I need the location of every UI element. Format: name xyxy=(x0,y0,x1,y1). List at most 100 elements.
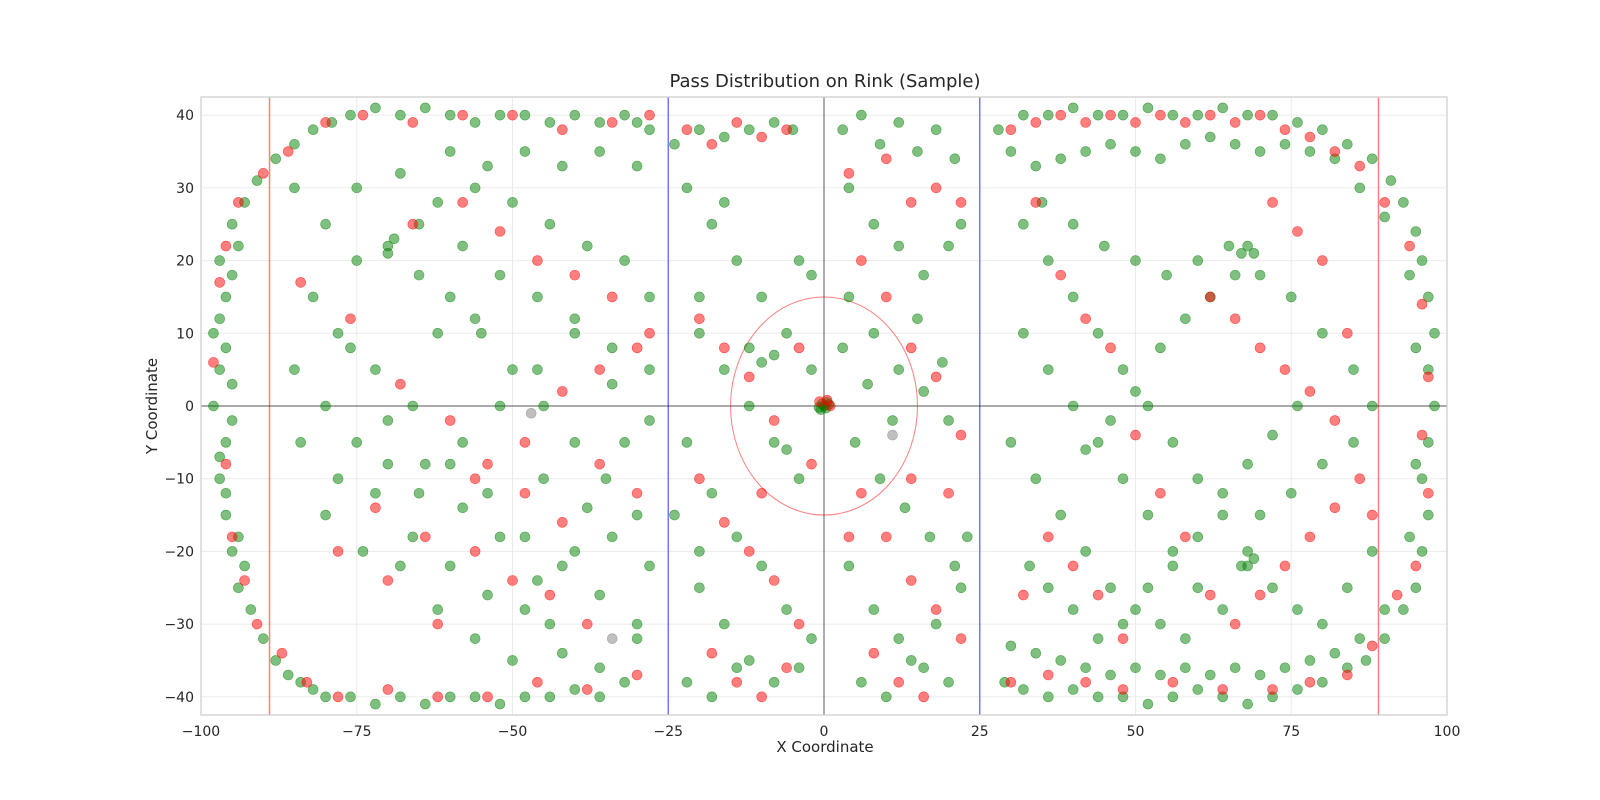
data-point-successful xyxy=(444,109,456,121)
data-point-unsuccessful xyxy=(1105,109,1116,121)
data-point-successful xyxy=(1366,400,1378,412)
data-point-unsuccessful xyxy=(955,633,967,644)
data-point-unsuccessful xyxy=(843,168,855,179)
data-point-successful xyxy=(1080,444,1091,455)
data-point-successful xyxy=(457,240,468,252)
data-point-successful xyxy=(1416,255,1428,266)
data-point-unsuccessful xyxy=(382,684,394,695)
data-point-unsuccessful xyxy=(806,458,817,470)
data-point-successful xyxy=(1192,109,1204,121)
data-point-successful xyxy=(1342,582,1353,594)
data-point-unsuccessful xyxy=(295,277,306,288)
data-point-successful xyxy=(949,153,961,165)
data-point-successful xyxy=(494,109,506,121)
data-point-successful xyxy=(1242,109,1253,121)
data-point-successful xyxy=(444,691,456,703)
data-point-successful xyxy=(1204,131,1216,143)
data-point-successful xyxy=(1304,146,1316,157)
data-point-successful xyxy=(1192,582,1204,594)
data-point-successful xyxy=(538,473,549,485)
data-point-successful xyxy=(1379,211,1390,223)
data-point-successful xyxy=(419,698,431,710)
data-point-successful xyxy=(949,560,961,572)
data-point-successful xyxy=(1005,437,1017,448)
data-point-successful xyxy=(669,509,680,521)
data-point-successful xyxy=(756,291,768,303)
data-point-successful xyxy=(943,676,954,688)
data-point-unsuccessful xyxy=(457,197,468,208)
data-point-successful xyxy=(220,437,232,448)
y-tick-label: 10 xyxy=(176,326,194,342)
data-point-unsuccessful xyxy=(706,647,718,659)
y-tick-label: −40 xyxy=(164,690,194,706)
data-point-successful xyxy=(937,357,948,368)
data-point-successful xyxy=(239,560,250,572)
data-point-unsuccessful xyxy=(793,342,805,354)
data-point-unsuccessful xyxy=(719,342,730,354)
data-point-successful xyxy=(856,676,867,688)
data-point-unsuccessful xyxy=(1130,429,1141,441)
data-point-unsuccessful xyxy=(1354,473,1366,485)
data-point-unsuccessful xyxy=(1279,124,1291,136)
data-point-unsuccessful xyxy=(1342,669,1353,681)
data-point-successful xyxy=(743,342,755,354)
data-point-successful xyxy=(233,582,244,594)
data-point-successful xyxy=(1180,662,1191,674)
data-point-successful xyxy=(768,437,780,448)
data-point-successful xyxy=(1329,647,1341,659)
data-point-successful xyxy=(1292,604,1303,615)
data-point-successful xyxy=(849,437,861,448)
data-point-unsuccessful xyxy=(1167,676,1179,688)
data-point-unsuccessful xyxy=(681,124,693,136)
data-point-successful xyxy=(507,655,518,666)
data-point-successful xyxy=(1217,102,1229,114)
data-point-successful xyxy=(880,691,892,703)
data-point-successful xyxy=(912,313,923,325)
data-point-successful xyxy=(307,291,319,303)
data-point-successful xyxy=(320,509,331,521)
data-point-unsuccessful xyxy=(482,691,493,703)
data-point-successful xyxy=(345,109,356,121)
data-point-unsuccessful xyxy=(918,691,929,703)
data-point-successful xyxy=(918,662,929,674)
data-point-successful xyxy=(1024,560,1035,572)
data-point-successful xyxy=(544,618,556,630)
data-point-unsuccessful xyxy=(581,618,593,630)
data-point-successful xyxy=(1042,691,1054,703)
data-point-successful xyxy=(395,691,406,703)
data-point-successful xyxy=(1192,473,1204,485)
data-point-successful xyxy=(719,197,730,208)
data-point-unsuccessful xyxy=(220,240,232,252)
data-point-successful xyxy=(918,386,929,397)
data-point-unsuccessful xyxy=(220,458,232,470)
data-point-successful xyxy=(1254,269,1266,281)
data-point-successful xyxy=(874,473,886,485)
data-point-successful xyxy=(600,473,612,485)
data-point-successful xyxy=(1360,655,1372,666)
data-point-successful xyxy=(768,349,780,361)
data-point-unsuccessful xyxy=(301,676,313,688)
data-point-successful xyxy=(1423,437,1434,448)
data-point-successful xyxy=(768,117,780,128)
data-point-successful xyxy=(1105,138,1116,150)
data-point-successful xyxy=(507,197,518,208)
data-point-successful xyxy=(843,291,855,303)
data-point-unsuccessful xyxy=(1329,502,1341,514)
data-point-unsuccessful xyxy=(226,531,238,543)
data-point-successful xyxy=(1142,400,1154,412)
data-point-unsuccessful xyxy=(444,415,456,426)
data-point-successful xyxy=(1404,531,1415,543)
data-point-unsuccessful xyxy=(1229,117,1241,128)
data-point-unsuccessful xyxy=(905,197,917,208)
data-point-successful xyxy=(432,327,444,339)
x-tick-label: −50 xyxy=(498,724,528,740)
data-point-successful xyxy=(1217,509,1229,521)
data-point-unsuccessful xyxy=(1204,109,1216,121)
data-point-successful xyxy=(1267,429,1278,441)
data-point-successful xyxy=(208,400,219,412)
data-point-successful xyxy=(1117,618,1129,630)
data-point-unsuccessful xyxy=(519,437,531,448)
data-point-successful xyxy=(644,560,655,572)
data-point-successful xyxy=(681,437,693,448)
data-point-successful xyxy=(382,458,394,470)
